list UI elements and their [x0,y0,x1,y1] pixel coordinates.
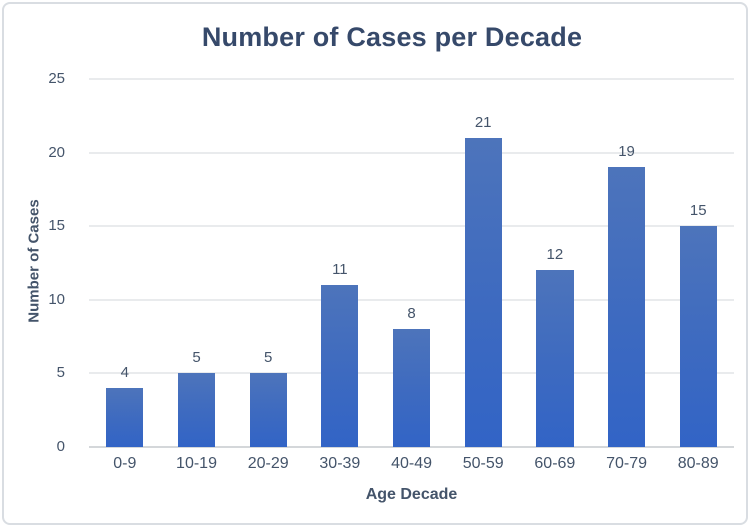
bar-value-label: 15 [689,202,707,220]
x-tick-label: 40-49 [391,455,432,472]
y-axis-tick-labels: 0 5 10 15 20 25 [4,70,76,455]
gridline [89,151,734,154]
bar-value-label: 4 [120,364,129,382]
x-tick-label: 50-59 [462,455,504,472]
bar-value-label: 8 [407,305,416,323]
bar-30-39 [321,285,359,447]
chart-title: Number of Cases per Decade [201,22,583,52]
y-tick-label: 0 [56,438,65,455]
y-tick-label: 20 [48,143,65,161]
x-tick-label: 60-69 [534,455,576,472]
x-tick-label: 20-29 [247,455,289,472]
bar-slot: 5 [161,79,233,447]
bar-40-49 [392,329,431,447]
x-tick-label: 0-9 [113,455,137,472]
bar-slot: 8 [376,79,448,447]
x-axis-title: Age Decade [365,486,458,503]
gridline [89,78,734,80]
bars-group: 4 5 5 11 8 21 12 19 15 [89,79,734,447]
bar-10-19 [177,373,216,447]
plot-area: 4 5 5 11 8 21 12 19 15 [89,78,734,448]
y-tick-label: 10 [48,290,65,308]
x-tick-label: 80-89 [677,455,719,472]
y-tick-label: 15 [48,217,65,235]
bar-slot: 12 [519,79,591,447]
x-tick-label: 30-39 [319,455,361,472]
bar-value-label: 5 [264,349,273,367]
bar-0-9 [106,388,144,447]
bar-slot: 15 [662,79,734,447]
bar-80-89 [679,226,717,447]
bar-slot: 19 [591,79,663,447]
bar-60-69 [536,270,574,447]
y-tick-label: 25 [48,70,65,87]
y-tick-label: 5 [56,364,65,382]
bar-50-59 [464,137,502,447]
x-axis-tick-labels: 0-9 10-19 20-29 30-39 40-49 50-59 60-69 70-79 80… [89,455,734,473]
gridline [89,298,734,301]
bar-value-label: 5 [192,349,201,367]
bar-slot: 4 [89,79,161,447]
bar-slot: 21 [447,79,519,447]
bar-value-label: 21 [474,113,492,131]
gridline [89,225,734,228]
bar-slot: 11 [304,79,376,447]
bar-value-label: 19 [618,143,635,161]
bar-70-79 [607,167,646,447]
x-tick-label: 70-79 [606,455,647,472]
bar-value-label: 12 [546,246,564,264]
bar-value-label: 11 [332,261,348,279]
x-axis-line [89,446,734,448]
x-tick-label: 10-19 [176,455,217,472]
bar-slot: 5 [232,79,304,447]
bar-20-29 [249,373,287,447]
